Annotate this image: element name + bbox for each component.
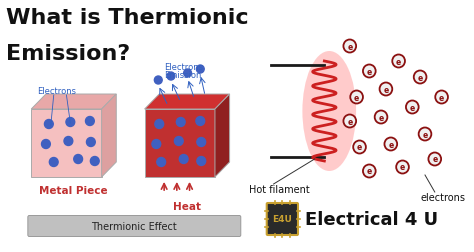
Circle shape [363,165,376,178]
Circle shape [374,111,387,124]
Polygon shape [145,110,215,177]
Circle shape [414,71,427,84]
Circle shape [91,157,99,166]
Circle shape [380,83,392,96]
Text: Emission: Emission [164,71,201,80]
Text: e: e [432,155,438,164]
Circle shape [396,161,409,174]
Text: e: e [410,103,415,112]
Circle shape [363,65,376,78]
Circle shape [406,101,419,114]
Circle shape [184,70,191,78]
Circle shape [157,158,165,167]
Text: e: e [378,113,383,122]
Text: Electrons: Electrons [37,87,76,96]
Circle shape [176,118,185,127]
Circle shape [155,120,164,129]
Circle shape [86,138,95,147]
Text: Hot filament: Hot filament [249,184,310,194]
Circle shape [74,155,82,164]
Circle shape [155,77,162,85]
Circle shape [152,140,161,149]
Circle shape [167,73,175,81]
Polygon shape [215,94,229,177]
Circle shape [428,153,441,166]
Circle shape [49,158,58,167]
Circle shape [419,128,431,141]
Circle shape [42,140,50,149]
Circle shape [197,157,206,166]
Text: Electrical 4 U: Electrical 4 U [305,210,438,228]
Circle shape [197,138,206,147]
Circle shape [45,120,53,129]
Text: e: e [354,93,359,102]
Circle shape [435,91,448,104]
Text: e: e [383,85,389,94]
Text: e: e [367,67,372,76]
Text: e: e [422,130,428,139]
Circle shape [196,66,204,74]
Circle shape [344,115,356,128]
Circle shape [392,55,405,68]
Text: e: e [439,93,444,102]
Text: Heat: Heat [173,201,201,211]
Text: Thermionic Effect: Thermionic Effect [91,221,177,231]
Text: Metal Piece: Metal Piece [39,185,108,195]
Polygon shape [31,94,116,110]
Text: e: e [396,57,401,66]
Circle shape [66,118,75,127]
Text: E4U: E4U [273,215,292,224]
Ellipse shape [302,52,356,171]
Circle shape [174,137,183,146]
Text: Emission?: Emission? [6,44,130,64]
Polygon shape [145,94,229,110]
Polygon shape [101,94,116,177]
FancyBboxPatch shape [28,216,241,237]
Text: Electrons: Electrons [164,63,203,72]
Circle shape [179,155,188,164]
Circle shape [350,91,363,104]
Text: What is Thermionic: What is Thermionic [6,8,248,28]
Text: e: e [347,117,352,126]
Circle shape [85,117,94,126]
Circle shape [353,141,366,154]
Text: e: e [357,143,362,152]
Text: e: e [347,42,352,51]
Circle shape [64,137,73,146]
Circle shape [196,117,205,126]
Text: e: e [388,140,393,149]
Circle shape [344,40,356,53]
Circle shape [384,138,397,151]
Text: e: e [367,167,372,176]
Text: e: e [418,73,423,82]
FancyBboxPatch shape [267,203,298,235]
Text: e: e [400,163,405,172]
Polygon shape [31,110,101,177]
Text: electrons: electrons [420,192,465,202]
